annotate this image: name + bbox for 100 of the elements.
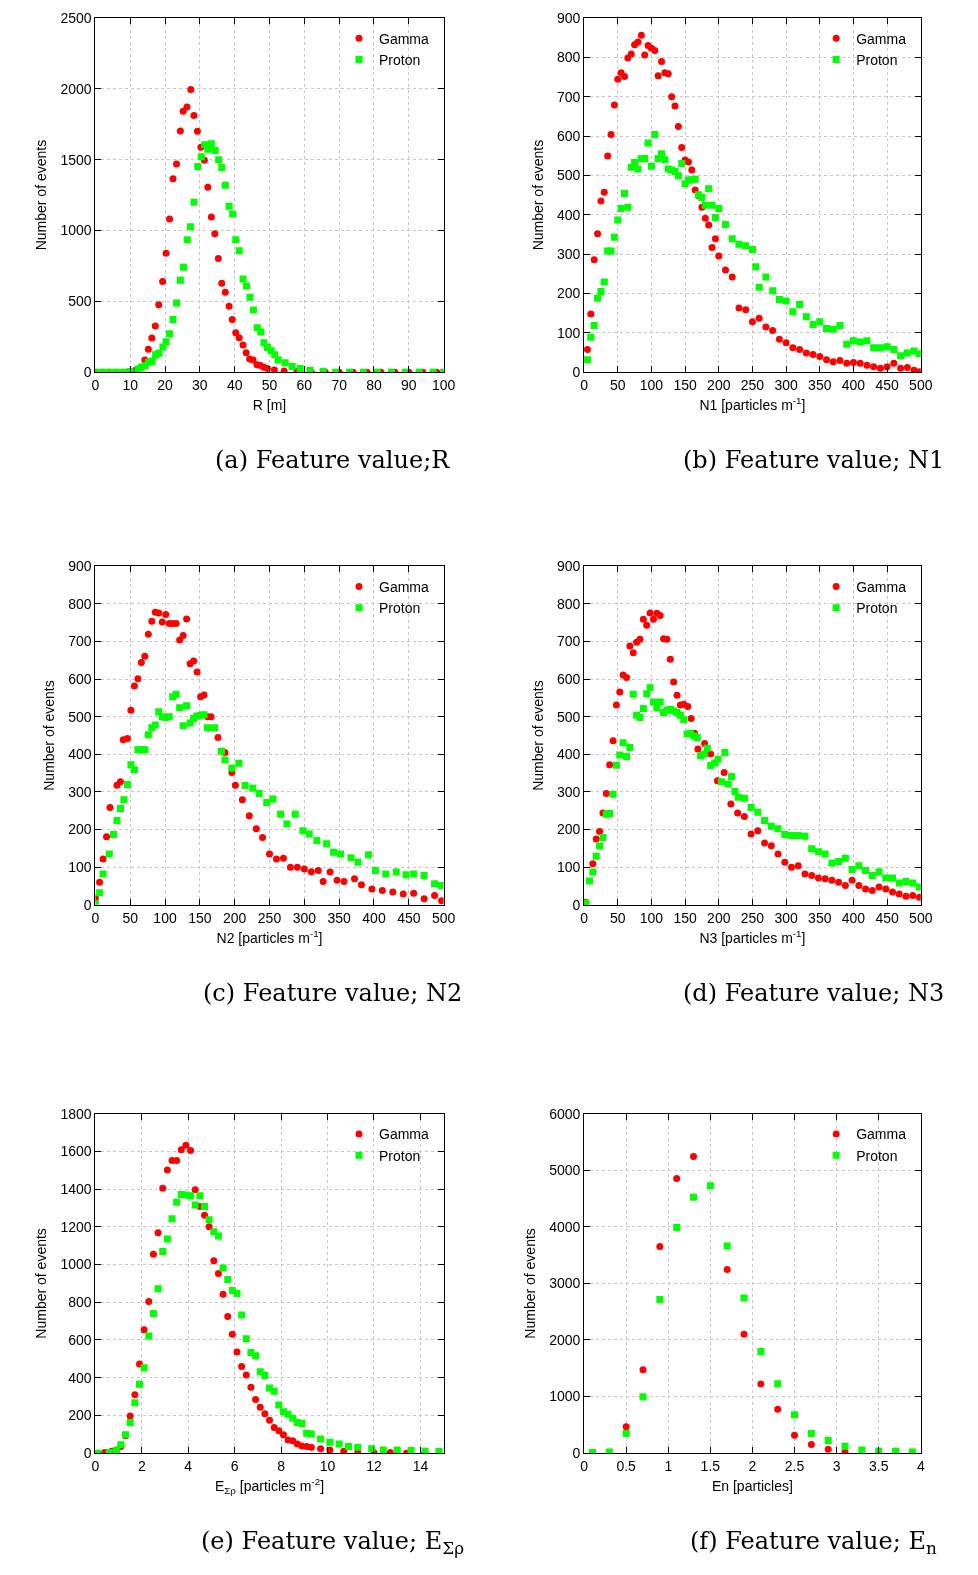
x-tick-label: 300 xyxy=(292,909,317,926)
y-tick-label: 1500 xyxy=(60,151,92,168)
y-tick-label: 1600 xyxy=(60,1143,92,1160)
x-tick-label: 150 xyxy=(188,909,212,926)
x-tick-label: 250 xyxy=(257,909,282,926)
x-tick-label: 200 xyxy=(707,377,731,394)
y-tick-label: 300 xyxy=(556,246,581,263)
x-tick-label: 350 xyxy=(808,909,832,926)
y-tick-label: 1000 xyxy=(60,222,92,239)
y-tick-label: 0 xyxy=(572,364,581,381)
y-tick-label: 1200 xyxy=(60,1218,92,1235)
y-tick-label: 800 xyxy=(556,595,581,612)
x-tick-label: 40 xyxy=(226,377,243,394)
y-tick-label: 2500 xyxy=(60,9,92,26)
y-tick-label: 800 xyxy=(556,49,581,66)
y-tick-label: 400 xyxy=(68,746,92,763)
y-tick-label: 400 xyxy=(68,1369,92,1386)
y-tick-label: 0 xyxy=(83,896,92,913)
x-tick-label: 250 xyxy=(740,377,765,394)
y-axis-title: Number of events xyxy=(40,680,57,791)
x-tick-label: 20 xyxy=(157,377,174,394)
x-tick-label: 450 xyxy=(397,909,421,926)
text: (d) Feature value; N3 xyxy=(683,979,945,1007)
x-tick-label: 2 xyxy=(748,1457,757,1474)
y-axis-title: Number of events xyxy=(529,680,546,791)
x-axis-title: N1 [particles m$^{-1}$] xyxy=(699,395,806,414)
x-tick-label: 1.5 xyxy=(700,1457,721,1474)
y-tick-label: 200 xyxy=(556,821,581,838)
x-tick-label: 50 xyxy=(261,377,278,394)
x-axis-title: R [m] xyxy=(252,397,287,414)
x-tick-label: 10 xyxy=(319,1457,336,1474)
y-tick-label: 300 xyxy=(556,783,581,800)
legend-label: Gamma xyxy=(856,579,907,596)
x-tick-label: 350 xyxy=(327,909,352,926)
x-tick-label: 10 xyxy=(122,377,139,394)
legend-label: Gamma xyxy=(379,30,430,47)
y-tick-label: 200 xyxy=(68,1407,92,1424)
y-tick-label: 200 xyxy=(556,285,581,302)
y-axis-title: Number of events xyxy=(529,139,546,251)
legend-label: Gamma xyxy=(379,1126,430,1143)
x-tick-label: 350 xyxy=(808,377,832,394)
x-tick-label: 0.5 xyxy=(616,1457,637,1474)
x-tick-label: 4 xyxy=(916,1457,925,1474)
x-tick-label: 80 xyxy=(366,377,382,394)
y-tick-label: 500 xyxy=(68,708,92,725)
text: (c) Feature value; N2 xyxy=(203,979,463,1007)
y-tick-label: 1400 xyxy=(60,1181,92,1197)
x-tick-label: 300 xyxy=(774,377,798,394)
y-tick-label: 500 xyxy=(556,708,581,725)
x-tick-label: 300 xyxy=(774,909,798,926)
x-axis-title: N2 [particles m$^{-1}$] xyxy=(216,928,323,946)
x-tick-label: 500 xyxy=(909,377,933,394)
x-tick-label: 400 xyxy=(841,377,866,394)
y-tick-label: 1000 xyxy=(549,1388,581,1405)
x-tick-label: 50 xyxy=(122,909,139,926)
y-tick-label: 700 xyxy=(68,633,92,650)
x-tick-label: 12 xyxy=(366,1457,382,1474)
y-tick-label: 700 xyxy=(556,88,581,105)
x-tick-label: 500 xyxy=(431,909,456,926)
y-tick-label: 700 xyxy=(556,633,581,650)
x-tick-label: 200 xyxy=(223,909,247,926)
y-axis-title: Number of events xyxy=(521,1228,538,1339)
y-tick-label: 1000 xyxy=(60,1256,92,1273)
y-tick-label: 600 xyxy=(68,1331,92,1348)
x-tick-label: 100 xyxy=(431,377,456,394)
y-tick-label: 800 xyxy=(68,1294,92,1311)
y-tick-label: 0 xyxy=(572,896,581,913)
legend-label: Proton xyxy=(856,600,898,617)
x-tick-label: 150 xyxy=(673,377,697,394)
x-tick-label: 3 xyxy=(832,1457,841,1474)
x-axis-title: En [particles] xyxy=(711,1478,793,1495)
x-tick-label: 400 xyxy=(362,909,386,926)
y-tick-label: 600 xyxy=(556,671,581,688)
text: (e) Feature value; E$_{Σρ}$ xyxy=(201,1527,465,1559)
x-tick-label: 1 xyxy=(664,1457,673,1474)
y-tick-label: 100 xyxy=(556,859,581,876)
x-tick-label: 200 xyxy=(707,909,731,926)
legend-label: Gamma xyxy=(856,1126,907,1143)
x-tick-label: 100 xyxy=(639,377,664,394)
legend-label: Proton xyxy=(856,51,898,68)
y-tick-label: 0 xyxy=(572,1445,581,1462)
y-tick-label: 600 xyxy=(68,671,92,688)
x-tick-label: 500 xyxy=(909,909,933,926)
y-tick-label: 900 xyxy=(556,558,581,575)
x-tick-label: 90 xyxy=(401,377,417,394)
y-tick-label: 900 xyxy=(556,9,581,26)
x-tick-label: 14 xyxy=(412,1457,429,1474)
text: (b) Feature value; N1 xyxy=(683,446,945,474)
x-axis-title: E$_{Σρ}$ [particles m$^{-2}$] xyxy=(214,1476,325,1497)
legend-label: Gamma xyxy=(856,30,907,47)
y-tick-label: 5000 xyxy=(549,1162,581,1179)
x-tick-label: 450 xyxy=(875,377,900,394)
x-tick-label: 100 xyxy=(153,909,177,926)
x-tick-label: 70 xyxy=(331,377,348,394)
x-tick-label: 2 xyxy=(137,1457,146,1474)
x-tick-label: 60 xyxy=(296,377,313,394)
y-tick-label: 100 xyxy=(556,324,581,341)
x-tick-label: 50 xyxy=(609,377,626,394)
y-tick-label: 2000 xyxy=(60,80,92,97)
y-tick-label: 0 xyxy=(83,364,92,381)
